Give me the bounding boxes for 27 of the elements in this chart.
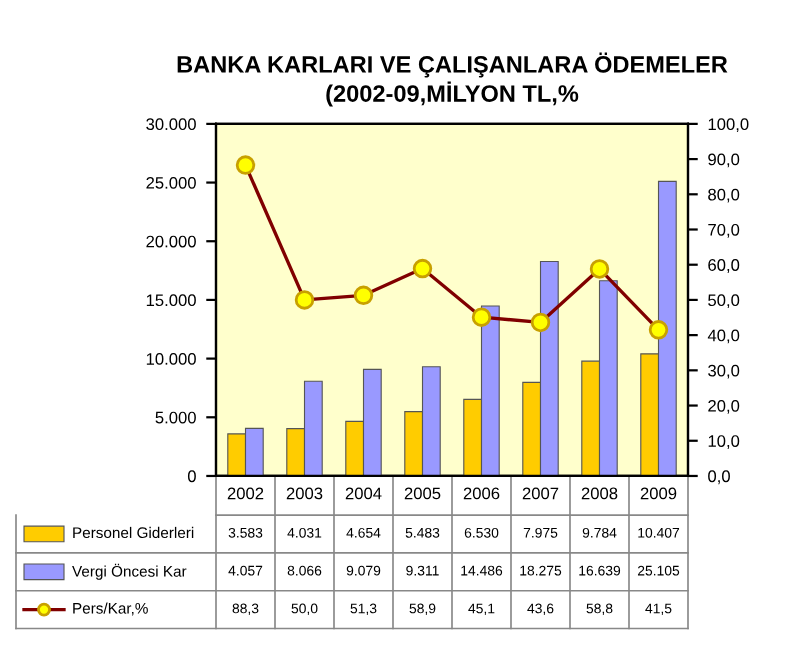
y2-tick-label: 20,0 [708, 399, 740, 414]
y2-tick-label: 90,0 [708, 153, 740, 168]
y-tick-label: 15.000 [146, 294, 196, 307]
y-tick-label: 20.000 [146, 235, 196, 248]
x-tick-label: 2007 [522, 487, 559, 500]
y2-tick-label: 10,0 [708, 435, 740, 449]
y-tick-label: 25.000 [146, 176, 196, 189]
y2-tick-label: 0,0 [708, 470, 730, 485]
y2-tick-label: 30,0 [708, 364, 740, 379]
y2-tick-label: 100,0 [708, 118, 749, 133]
chart-title: BANKA KARLARI VE ÇALIŞANLARA ÖDEMELER (2002-09,MİLYON TL,% [177, 52, 728, 107]
x-tick-label: 2002 [227, 487, 264, 500]
y-tick-label: 30.000 [146, 118, 196, 131]
y2-tick-label: 70,0 [708, 223, 740, 238]
y-tick-label: 10.000 [146, 353, 196, 365]
y2-tick-label: 60,0 [708, 259, 740, 273]
x-tick-label: 2008 [581, 487, 618, 500]
y2-tick-label: 50,0 [708, 294, 740, 309]
x-tick-label: 2006 [463, 487, 500, 500]
y2-tick-label: 40,0 [707, 329, 740, 344]
y2-tick-label: 80,0 [708, 188, 740, 203]
x-tick-label: 2009 [640, 487, 677, 500]
x-tick-label: 2004 [345, 487, 382, 500]
y-tick-label: 5.000 [155, 411, 196, 424]
x-tick-label: 2005 [404, 487, 441, 500]
y-tick-label: 0 [187, 470, 196, 483]
x-tick-label: 2003 [286, 487, 323, 500]
